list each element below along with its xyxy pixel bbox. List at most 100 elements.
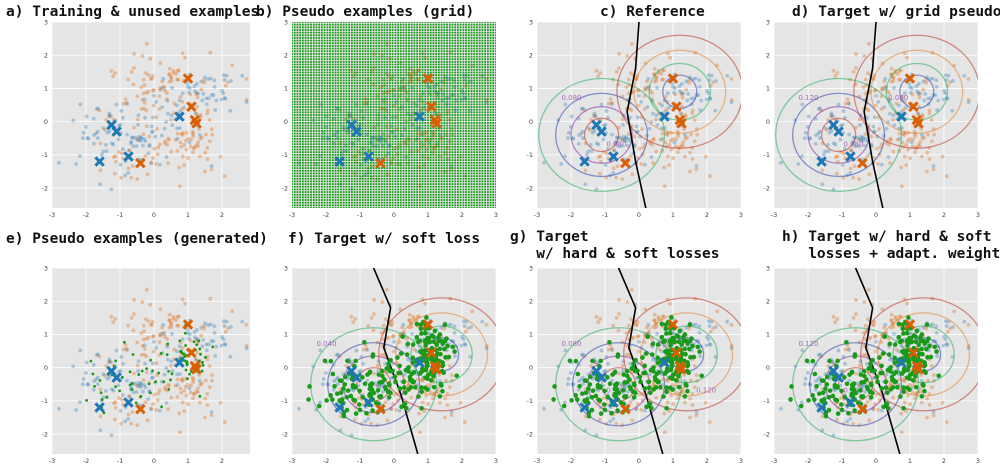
grid-pseudo-point [307,138,309,140]
grid-pseudo-point [362,181,364,183]
grid-pseudo-point [389,37,391,39]
grid-pseudo-point [433,159,435,161]
grid-pseudo-point [354,181,356,183]
grid-pseudo-point [367,96,369,98]
grid-pseudo-point [291,122,293,124]
grid-pseudo-point [430,21,432,23]
grid-pseudo-point [299,117,301,119]
grid-pseudo-point [326,85,328,87]
grid-pseudo-point [433,77,435,79]
grid-pseudo-point [424,122,426,124]
grid-pseudo-point [392,143,394,145]
grid-pseudo-point [359,141,361,143]
grid-pseudo-point [329,173,331,175]
grid-pseudo-point [449,165,451,167]
grid-pseudo-point [416,34,418,36]
grid-pseudo-point [321,143,323,145]
grid-pseudo-point [375,141,377,143]
grid-pseudo-point [346,141,348,143]
grid-pseudo-point [435,80,437,82]
grid-pseudo-point [365,175,367,177]
grid-pseudo-point [356,74,358,76]
grid-pseudo-point [305,48,307,50]
grid-pseudo-point [430,189,432,191]
grid-pseudo-point [394,119,396,121]
unused-example-point [131,136,135,140]
grid-pseudo-point [454,162,456,164]
grid-pseudo-point [340,189,342,191]
grid-pseudo-point [381,72,383,74]
grid-pseudo-point [449,207,451,209]
grid-pseudo-point [313,199,315,201]
grid-pseudo-point [405,127,407,129]
grid-pseudo-point [354,149,356,151]
grid-pseudo-point [356,119,358,121]
grid-pseudo-point [389,82,391,84]
grid-pseudo-point [316,82,318,84]
grid-pseudo-point [452,196,454,198]
grid-pseudo-point [316,93,318,95]
grid-pseudo-point [348,151,350,153]
grid-pseudo-point [424,72,426,74]
grid-pseudo-point [348,93,350,95]
grid-pseudo-point [449,40,451,42]
grid-pseudo-point [302,53,304,55]
grid-pseudo-point [299,82,301,84]
grid-pseudo-point [392,130,394,132]
grid-pseudo-point [400,157,402,159]
grid-pseudo-point [416,24,418,26]
grid-pseudo-point [452,202,454,204]
grid-pseudo-point [340,191,342,193]
grid-pseudo-point [403,149,405,151]
unused-example-point [179,95,183,99]
grid-pseudo-point [307,130,309,132]
grid-pseudo-point [340,133,342,135]
grid-pseudo-point [351,48,353,50]
grid-pseudo-point [332,178,334,180]
grid-pseudo-point [446,64,448,66]
grid-pseudo-point [441,114,443,116]
grid-pseudo-point [310,196,312,198]
grid-pseudo-point [348,40,350,42]
grid-pseudo-point [389,42,391,44]
grid-pseudo-point [332,189,334,191]
grid-pseudo-point [422,24,424,26]
grid-pseudo-point [340,21,342,23]
grid-pseudo-point [310,151,312,153]
grid-pseudo-point [446,159,448,161]
grid-pseudo-point [424,191,426,193]
grid-pseudo-point [394,50,396,52]
grid-pseudo-point [411,127,413,129]
grid-pseudo-point [414,130,416,132]
grid-pseudo-point [318,72,320,74]
grid-pseudo-point [394,141,396,143]
grid-pseudo-point [441,167,443,169]
grid-pseudo-point [435,157,437,159]
grid-pseudo-point [378,138,380,140]
grid-pseudo-point [416,50,418,52]
grid-pseudo-point [362,191,364,193]
unused-example-point [183,56,187,60]
grid-pseudo-point [433,111,435,113]
grid-pseudo-point [313,82,315,84]
grid-pseudo-point [291,117,293,119]
grid-pseudo-point [337,181,339,183]
grid-pseudo-point [411,133,413,135]
grid-pseudo-point [384,196,386,198]
grid-pseudo-point [392,133,394,135]
grid-pseudo-point [452,90,454,92]
grid-pseudo-point [394,58,396,60]
grid-pseudo-point [316,196,318,198]
grid-pseudo-point [419,32,421,34]
grid-pseudo-point [394,127,396,129]
grid-pseudo-point [356,196,358,198]
grid-pseudo-point [346,170,348,172]
grid-pseudo-point [351,42,353,44]
grid-pseudo-point [443,170,445,172]
grid-pseudo-point [452,80,454,82]
grid-pseudo-point [340,167,342,169]
grid-pseudo-point [318,42,320,44]
grid-pseudo-point [454,202,456,204]
grid-pseudo-point [403,66,405,68]
grid-pseudo-point [297,58,299,60]
